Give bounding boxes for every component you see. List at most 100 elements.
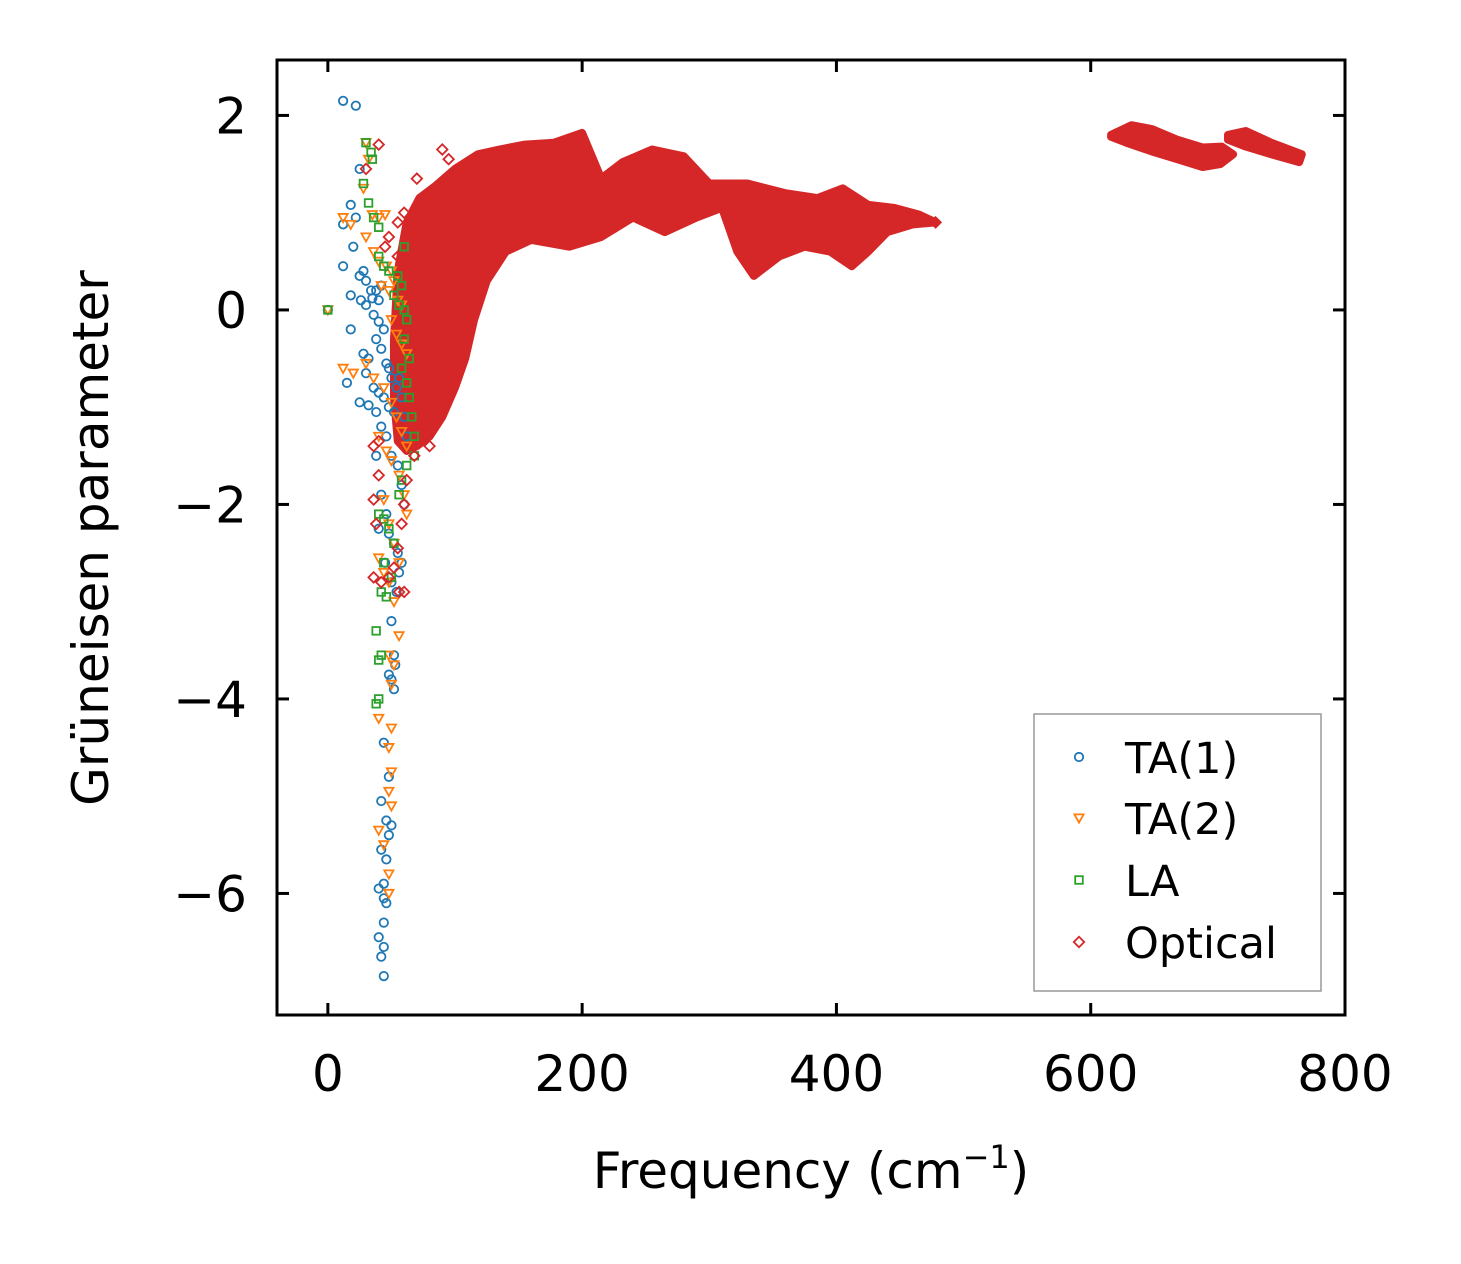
point-ta-1 xyxy=(358,348,369,359)
point-ta-1 xyxy=(383,829,394,841)
point-ta-1 xyxy=(373,295,384,306)
point-ta-2 xyxy=(385,801,398,813)
point-la xyxy=(407,412,417,422)
point-ta-2 xyxy=(390,412,403,424)
point-optical xyxy=(391,249,405,263)
point-ta-1 xyxy=(381,898,392,909)
point-la xyxy=(376,650,386,660)
point-la xyxy=(367,154,378,164)
point-optical xyxy=(435,142,449,156)
legend-label-la: LA xyxy=(1125,857,1180,907)
point-ta-2 xyxy=(385,679,398,691)
point-optical xyxy=(391,541,405,555)
point-optical xyxy=(367,493,381,507)
point-optical xyxy=(430,322,444,336)
point-la xyxy=(358,178,369,189)
point-optical xyxy=(467,181,481,195)
point-ta-2 xyxy=(398,490,411,502)
point-la xyxy=(371,626,381,636)
point-ta-1 xyxy=(378,737,389,748)
legend-label-ta2: TA(2) xyxy=(1124,795,1238,845)
point-ta-1 xyxy=(386,450,397,461)
point-ta-1 xyxy=(368,309,379,320)
point-optical xyxy=(372,434,386,448)
point-optical xyxy=(378,240,392,254)
point-optical xyxy=(359,162,373,176)
point-optical xyxy=(473,269,487,283)
point-la xyxy=(404,392,414,403)
point-ta-1 xyxy=(363,353,374,364)
point-ta-2 xyxy=(385,315,398,327)
point-optical xyxy=(410,172,424,186)
optical-band xyxy=(390,121,1306,455)
point-ta-1 xyxy=(371,450,382,461)
point-ta-2 xyxy=(377,383,390,395)
point-la xyxy=(376,587,386,597)
point-ta-1 xyxy=(350,212,361,223)
point-optical xyxy=(929,215,943,229)
point-ta-2 xyxy=(367,373,380,385)
point-ta-1 xyxy=(393,372,405,384)
point-ta-2 xyxy=(385,723,398,735)
point-ta-1 xyxy=(354,397,365,408)
point-ta-1 xyxy=(341,377,353,388)
legend-marker-la xyxy=(1074,875,1084,885)
point-la xyxy=(401,460,412,471)
point-ta-2 xyxy=(380,446,393,458)
series-optical xyxy=(359,138,943,599)
legend-label-optical: Optical xyxy=(1125,919,1277,969)
point-optical xyxy=(369,517,383,531)
point-la xyxy=(379,514,389,524)
point-ta-1 xyxy=(391,586,402,598)
point-optical xyxy=(382,230,396,244)
point-ta-2 xyxy=(385,767,398,779)
point-ta-2 xyxy=(377,840,390,852)
point-ta-2 xyxy=(375,281,388,293)
point-la xyxy=(361,137,371,148)
point-la xyxy=(374,509,384,519)
point-ta-1 xyxy=(378,941,389,953)
point-ta-2 xyxy=(400,509,413,521)
optical-band-high-1 xyxy=(1107,121,1238,171)
point-ta-1 xyxy=(373,883,384,894)
point-ta-1 xyxy=(360,299,372,311)
y-tick-label: −2 xyxy=(173,476,247,534)
point-la xyxy=(394,490,404,500)
point-optical xyxy=(397,585,411,599)
point-ta-1 xyxy=(378,878,389,889)
point-ta-1 xyxy=(378,324,389,335)
point-la xyxy=(399,334,409,344)
point-ta-1 xyxy=(371,334,382,345)
point-ta-2 xyxy=(372,431,385,443)
point-optical xyxy=(395,517,409,531)
point-optical xyxy=(367,570,381,584)
point-la xyxy=(363,198,374,208)
point-ta-1 xyxy=(386,674,397,685)
point-ta-1 xyxy=(383,669,394,680)
point-ta-2 xyxy=(392,631,406,643)
point-ta-1 xyxy=(386,616,397,627)
series-ta-1 xyxy=(322,95,412,982)
plot-frame xyxy=(275,58,1347,1017)
data-points xyxy=(321,95,943,982)
point-optical xyxy=(374,575,388,589)
point-ta-2 xyxy=(382,743,396,755)
point-ta-1 xyxy=(383,363,394,374)
point-ta-2 xyxy=(382,650,396,662)
point-optical xyxy=(415,381,429,395)
point-la xyxy=(374,251,384,262)
x-tick-label: 600 xyxy=(1043,1045,1138,1103)
point-ta-1 xyxy=(338,95,349,106)
point-optical xyxy=(467,293,481,307)
point-la xyxy=(371,699,381,709)
point-ta-1 xyxy=(360,275,372,286)
point-optical xyxy=(372,138,386,152)
point-optical xyxy=(442,347,456,361)
point-optical xyxy=(420,400,434,414)
point-ta-2 xyxy=(344,219,357,231)
point-optical xyxy=(480,254,494,268)
point-optical xyxy=(407,449,421,463)
point-optical xyxy=(420,293,434,307)
legend: TA(1) TA(2) LA Optical xyxy=(1033,713,1322,992)
